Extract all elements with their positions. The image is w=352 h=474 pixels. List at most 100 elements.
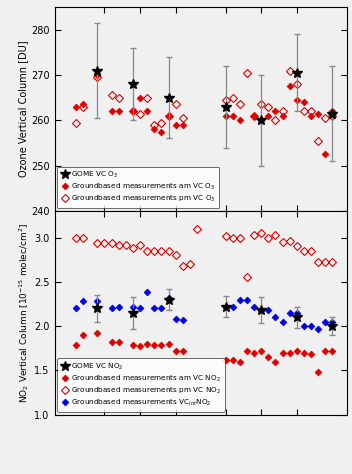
Groundbased measurements am VC O$_3$ <box>117 109 121 114</box>
Groundbased measurements pm VC NO$_2$ <box>102 240 107 246</box>
Groundbased measurements pm VC O$_3$ <box>274 118 278 123</box>
Groundbased measurements VC$_{int}$NO$_2$ <box>74 306 78 311</box>
Groundbased measurements VC$_{int}$NO$_2$ <box>224 304 228 310</box>
Groundbased measurements pm VC NO$_2$ <box>131 246 135 251</box>
Groundbased measurements am VC NO$_2$ <box>117 339 121 345</box>
GOME VC O$_3$ <box>295 70 299 76</box>
Groundbased measurements pm VC NO$_2$ <box>252 232 256 237</box>
Groundbased measurements VC$_{int}$NO$_2$ <box>81 299 85 304</box>
Groundbased measurements VC$_{int}$NO$_2$ <box>309 323 313 329</box>
Groundbased measurements pm VC NO$_2$ <box>288 238 292 244</box>
Groundbased measurements am VC NO$_2$ <box>109 339 114 345</box>
Groundbased measurements am VC O$_3$ <box>95 72 99 78</box>
Groundbased measurements VC$_{int}$NO$_2$ <box>138 306 142 311</box>
Groundbased measurements am VC NO$_2$ <box>238 359 242 365</box>
Y-axis label: Ozone Vertical Column [DU]: Ozone Vertical Column [DU] <box>18 41 28 177</box>
Groundbased measurements pm VC O$_3$ <box>295 81 299 87</box>
Groundbased measurements pm VC NO$_2$ <box>195 226 199 231</box>
Groundbased measurements pm VC NO$_2$ <box>152 248 156 254</box>
Groundbased measurements am VC NO$_2$ <box>316 369 320 375</box>
Groundbased measurements am VC O$_3$ <box>145 109 149 114</box>
Groundbased measurements am VC O$_3$ <box>152 127 156 132</box>
Groundbased measurements am VC O$_3$ <box>174 122 178 128</box>
Groundbased measurements VC$_{int}$NO$_2$ <box>331 319 335 325</box>
Groundbased measurements am VC NO$_2$ <box>331 348 335 354</box>
Groundbased measurements pm VC O$_3$ <box>323 115 327 121</box>
Groundbased measurements am VC NO$_2$ <box>152 342 156 347</box>
Groundbased measurements am VC O$_3$ <box>281 113 285 118</box>
Groundbased measurements am VC O$_3$ <box>159 129 164 135</box>
Legend: GOME VC O$_3$, Groundbased measurements am VC O$_3$, Groundbased measurements pm: GOME VC O$_3$, Groundbased measurements … <box>57 166 219 208</box>
Groundbased measurements pm VC NO$_2$ <box>174 252 178 258</box>
Groundbased measurements pm VC NO$_2$ <box>224 233 228 238</box>
Line: GOME VC NO$_2$: GOME VC NO$_2$ <box>93 295 337 331</box>
Groundbased measurements am VC O$_3$ <box>295 97 299 103</box>
Groundbased measurements am VC O$_3$ <box>274 109 278 114</box>
Groundbased measurements am VC O$_3$ <box>181 122 185 128</box>
Groundbased measurements pm VC NO$_2$ <box>259 230 263 236</box>
Groundbased measurements pm VC O$_3$ <box>245 70 249 76</box>
Groundbased measurements pm VC O$_3$ <box>181 115 185 121</box>
GOME VC NO$_2$ <box>331 323 335 329</box>
Groundbased measurements pm VC O$_3$ <box>81 104 85 109</box>
Groundbased measurements pm VC O$_3$ <box>152 122 156 128</box>
Groundbased measurements am VC O$_3$ <box>259 118 263 123</box>
Groundbased measurements VC$_{int}$NO$_2$ <box>266 307 270 313</box>
Groundbased measurements VC$_{int}$NO$_2$ <box>295 310 299 316</box>
Groundbased measurements VC$_{int}$NO$_2$ <box>259 307 263 313</box>
Groundbased measurements am VC NO$_2$ <box>174 348 178 354</box>
Groundbased measurements am VC NO$_2$ <box>281 350 285 356</box>
Groundbased measurements am VC NO$_2$ <box>181 348 185 354</box>
Groundbased measurements pm VC O$_3$ <box>266 104 270 109</box>
Line: GOME VC O$_3$: GOME VC O$_3$ <box>93 66 337 125</box>
GOME VC NO$_2$ <box>166 297 171 302</box>
Groundbased measurements pm VC O$_3$ <box>288 68 292 73</box>
Groundbased measurements am VC NO$_2$ <box>224 357 228 363</box>
Groundbased measurements pm VC NO$_2$ <box>181 263 185 269</box>
Groundbased measurements VC$_{int}$NO$_2$ <box>274 314 278 320</box>
Groundbased measurements am VC NO$_2$ <box>259 348 263 354</box>
Groundbased measurements VC$_{int}$NO$_2$ <box>166 295 171 301</box>
Groundbased measurements am VC O$_3$ <box>316 111 320 117</box>
Groundbased measurements pm VC O$_3$ <box>145 95 149 100</box>
Groundbased measurements am VC NO$_2$ <box>245 348 249 354</box>
Groundbased measurements am VC NO$_2$ <box>166 341 171 346</box>
Groundbased measurements am VC NO$_2$ <box>266 354 270 360</box>
Groundbased measurements am VC NO$_2$ <box>159 342 164 347</box>
Groundbased measurements pm VC NO$_2$ <box>138 242 142 247</box>
Groundbased measurements am VC O$_3$ <box>331 109 335 114</box>
Groundbased measurements pm VC NO$_2$ <box>238 235 242 240</box>
Groundbased measurements pm VC NO$_2$ <box>188 261 192 267</box>
Groundbased measurements am VC O$_3$ <box>138 95 142 100</box>
Groundbased measurements pm VC NO$_2$ <box>231 235 235 240</box>
Groundbased measurements VC$_{int}$NO$_2$ <box>316 326 320 332</box>
Groundbased measurements am VC NO$_2$ <box>252 350 256 356</box>
Legend: GOME VC NO$_2$, Groundbased measurements am VC NO$_2$, Groundbased measurements : GOME VC NO$_2$, Groundbased measurements… <box>57 358 225 412</box>
Groundbased measurements VC$_{int}$NO$_2$ <box>281 319 285 325</box>
Groundbased measurements pm VC O$_3$ <box>74 120 78 126</box>
Groundbased measurements pm VC O$_3$ <box>252 113 256 118</box>
GOME VC O$_3$ <box>331 111 335 117</box>
Groundbased measurements VC$_{int}$NO$_2$ <box>252 304 256 310</box>
Groundbased measurements pm VC NO$_2$ <box>266 235 270 240</box>
Groundbased measurements am VC O$_3$ <box>109 109 114 114</box>
Line: Groundbased measurements pm VC NO$_2$: Groundbased measurements pm VC NO$_2$ <box>73 226 335 280</box>
Groundbased measurements pm VC O$_3$ <box>316 138 320 144</box>
GOME VC NO$_2$ <box>95 306 99 311</box>
Y-axis label: NO$_2$ Vertical Column [10$^{-15}$ molec/cm$^2$]: NO$_2$ Vertical Column [10$^{-15}$ molec… <box>18 223 31 403</box>
GOME VC NO$_2$ <box>131 310 135 316</box>
Groundbased measurements pm VC O$_3$ <box>331 113 335 118</box>
Groundbased measurements VC$_{int}$NO$_2$ <box>145 290 149 295</box>
Groundbased measurements pm VC O$_3$ <box>117 95 121 100</box>
GOME VC O$_3$ <box>95 68 99 73</box>
Groundbased measurements VC$_{int}$NO$_2$ <box>288 310 292 316</box>
Groundbased measurements am VC O$_3$ <box>302 100 306 105</box>
Groundbased measurements pm VC O$_3$ <box>238 101 242 107</box>
Groundbased measurements am VC O$_3$ <box>224 113 228 118</box>
Groundbased measurements am VC NO$_2$ <box>323 348 327 354</box>
Groundbased measurements am VC O$_3$ <box>81 101 85 107</box>
Groundbased measurements pm VC NO$_2$ <box>309 248 313 254</box>
Groundbased measurements am VC NO$_2$ <box>288 350 292 356</box>
Groundbased measurements pm VC O$_3$ <box>166 113 171 118</box>
Groundbased measurements pm VC NO$_2$ <box>323 259 327 265</box>
